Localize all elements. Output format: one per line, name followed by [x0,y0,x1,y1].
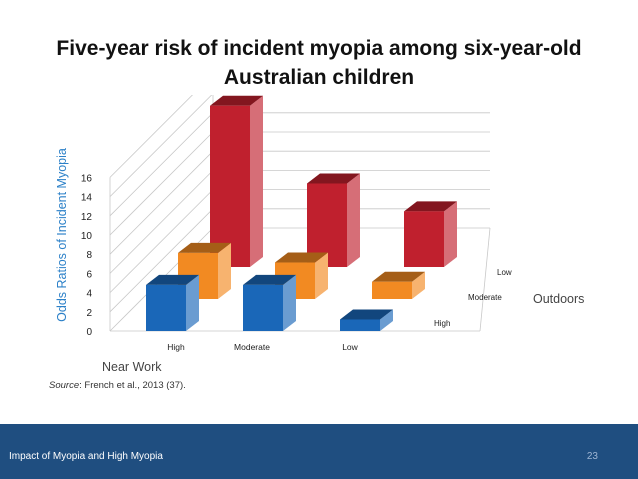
series-label: Low [497,268,512,277]
depth-axis-title: Outdoors [533,292,584,306]
gridline [109,95,193,178]
y-tick-label: 2 [86,308,92,319]
bar [340,309,393,331]
bar [372,271,425,299]
y-tick-labels: 0 2 4 6 8 10 12 14 16 [81,173,93,338]
y-tick-label: 10 [81,231,93,242]
category-label: Low [342,342,358,352]
category-label: Moderate [234,342,270,352]
y-tick-label: 0 [86,327,92,338]
gridline [109,95,213,197]
footer-bar: Impact of Myopia and High Myopia 23 [0,424,638,479]
bar [210,95,263,267]
y-tick-label: 14 [81,193,93,204]
source-text: : French et al., 2013 (37). [79,380,186,391]
slide-title-line-2: Australian children [223,66,415,89]
bar [243,274,296,331]
y-tick-label: 12 [81,212,93,223]
floor-edge [479,227,491,332]
y-tick-label: 4 [86,289,92,300]
y-tick-label: 16 [81,173,93,184]
y-axis-title: Odds Ratios of Incident Myopia [55,148,69,322]
bar-chart-3d: 0 2 4 6 8 10 12 14 16 Low Moderate High High Moderat… [55,95,584,374]
chart-labels: Low Moderate High High Moderate Low Near Work O… [55,148,584,374]
series-label: High [434,319,450,328]
gridline [109,112,490,217]
series-label: Moderate [468,293,502,302]
slide-title-line-1: Five-year risk of incident myopia among … [56,37,582,60]
chart-bars [146,95,457,331]
source-citation: Source: French et al., 2013 (37). [49,380,186,391]
y-tick-label: 8 [86,250,92,261]
category-label: High [167,342,185,352]
y-tick-label: 6 [86,269,92,280]
bar [146,274,199,331]
source-label: Source [49,380,80,391]
slide-title: Five-year risk of incident myopia among … [0,34,638,92]
bar [404,201,457,267]
page-number: 23 [586,451,598,462]
footer-text: Impact of Myopia and High Myopia [9,451,163,462]
x-axis-title: Near Work [102,360,162,374]
